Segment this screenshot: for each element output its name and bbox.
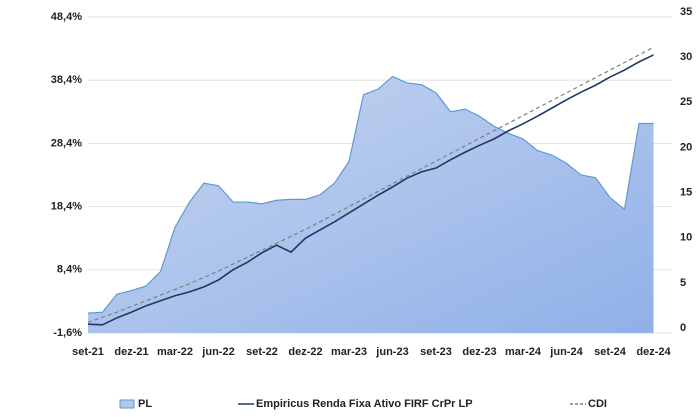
y2-tick-label: 10 xyxy=(680,232,692,244)
line xyxy=(87,54,654,326)
y2-tick-label: 0 xyxy=(680,322,686,334)
x-tick-label: dez-23 xyxy=(462,346,496,358)
y2-tick-label: 5 xyxy=(680,277,686,289)
x-tick-label: jun-22 xyxy=(201,346,234,358)
y2-tick-label: 15 xyxy=(680,186,692,198)
legend-swatch xyxy=(119,399,135,409)
y2-tick-label: 35 xyxy=(680,6,692,18)
y-tick-label: -1,6% xyxy=(53,327,82,339)
y2-tick-label: 20 xyxy=(680,141,692,153)
x-tick-label: mar-22 xyxy=(157,346,193,358)
y-tick-label: 48,4% xyxy=(51,11,82,23)
x-tick-label: mar-23 xyxy=(331,346,367,358)
legend-label: Empiricus Renda Fixa Ativo FIRF CrPr LP xyxy=(256,398,473,410)
y2-tick-label: 25 xyxy=(680,96,692,108)
x-tick-label: jun-23 xyxy=(375,346,408,358)
x-tick-label: dez-21 xyxy=(114,346,148,358)
y-tick-label: 18,4% xyxy=(51,201,82,213)
y-tick-label: 38,4% xyxy=(51,74,82,86)
y-tick-label: 8,4% xyxy=(57,264,82,276)
x-tick-label: set-24 xyxy=(594,346,627,358)
area xyxy=(88,76,654,334)
x-tick-label: jun-24 xyxy=(549,346,583,358)
x-tick-label: dez-22 xyxy=(288,346,322,358)
y-tick-label: 28,4% xyxy=(51,137,82,149)
legend-label: CDI xyxy=(588,398,607,410)
x-tick-label: set-23 xyxy=(420,346,452,358)
x-tick-label: set-22 xyxy=(246,346,278,358)
x-tick-label: dez-24 xyxy=(636,346,671,358)
area-outline xyxy=(87,75,654,314)
x-tick-label: mar-24 xyxy=(505,346,542,358)
legend-label: PL xyxy=(138,398,152,410)
line xyxy=(87,46,654,323)
x-tick-label: set-21 xyxy=(72,346,104,358)
y2-tick-label: 30 xyxy=(680,51,692,63)
